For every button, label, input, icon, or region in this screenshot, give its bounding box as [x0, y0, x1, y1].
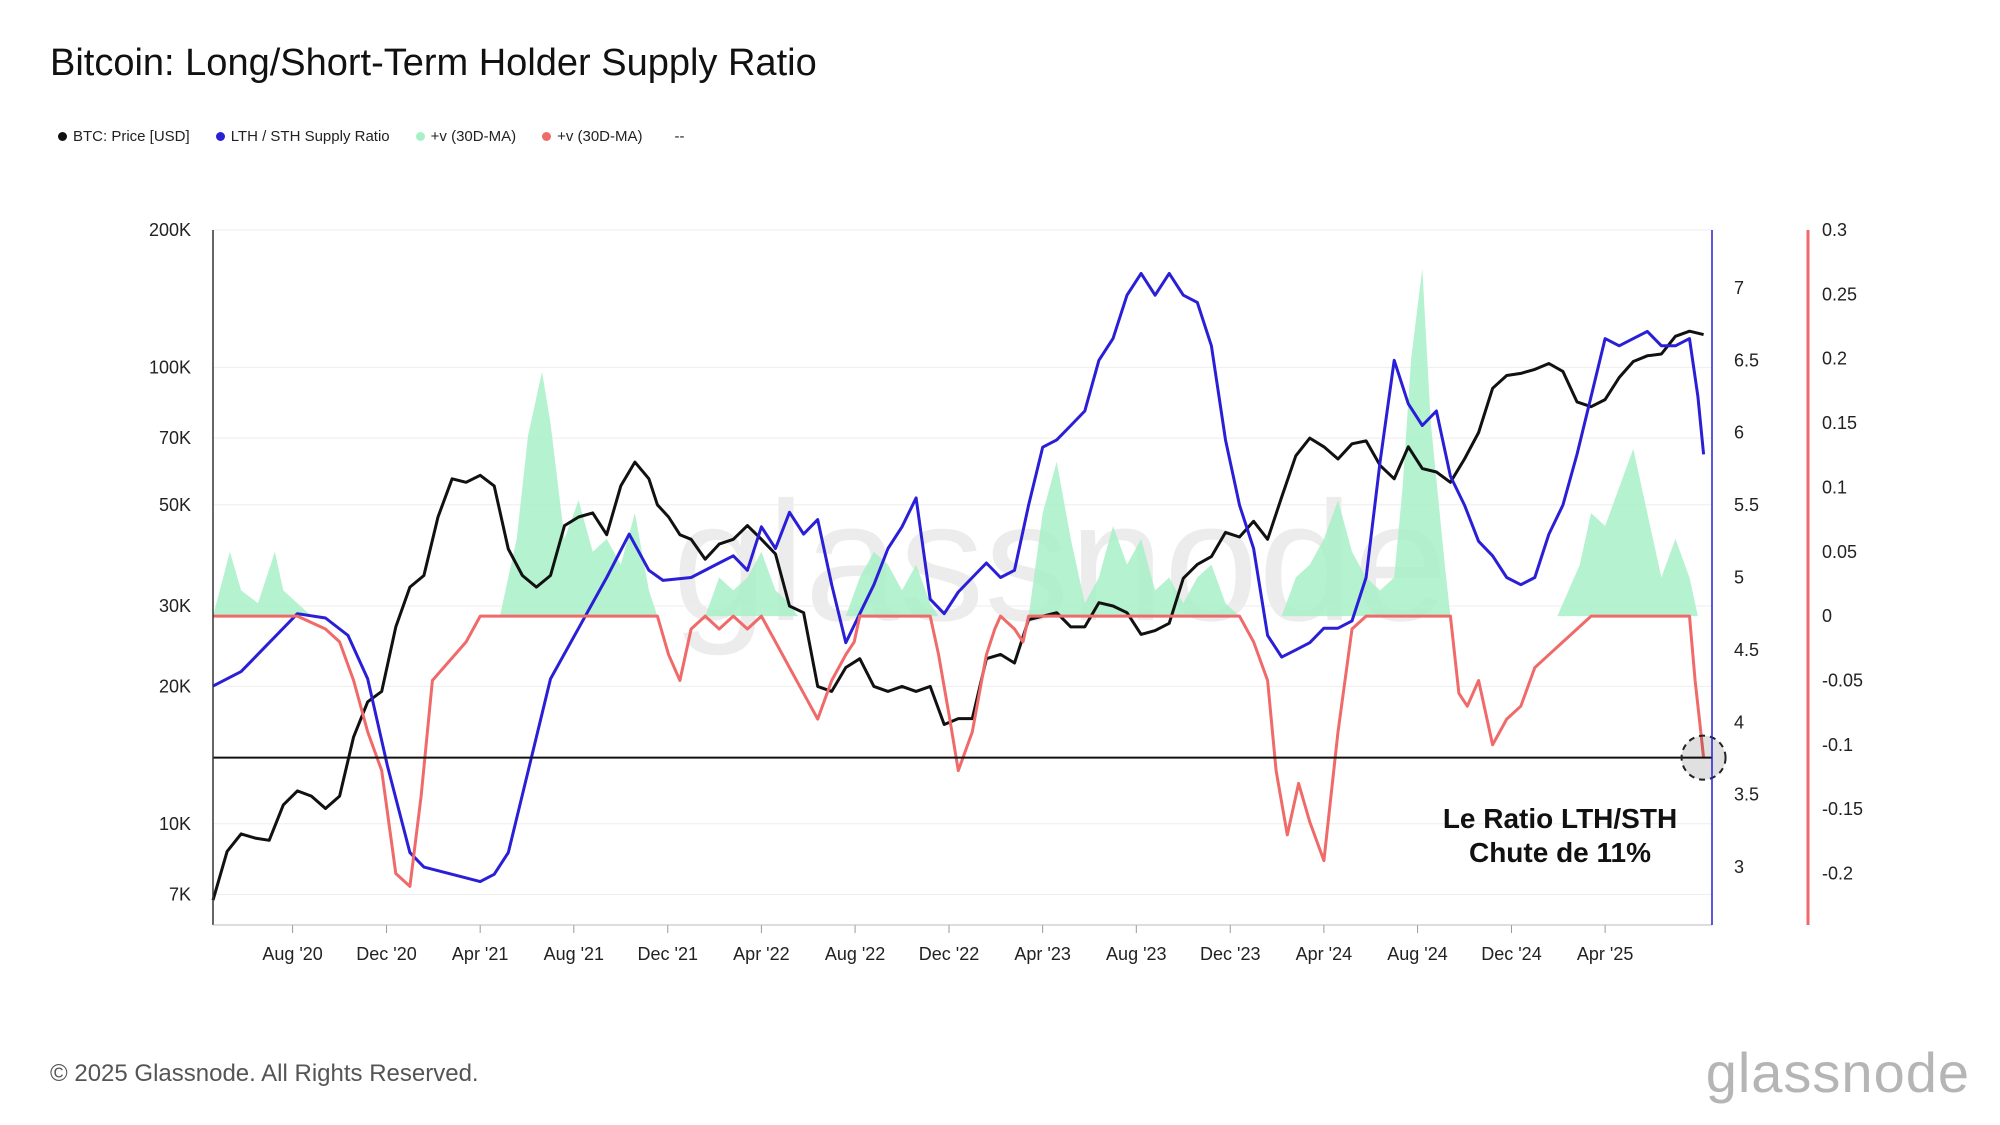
annotation-line-2: Chute de 11% — [1469, 837, 1651, 868]
y-right-tick--0.1: -0.1 — [1822, 735, 1853, 755]
y-right-tick-0.05: 0.05 — [1822, 542, 1857, 562]
legend-item-lth-sth-ratio[interactable]: LTH / STH Supply Ratio — [215, 128, 390, 145]
x-tick-label-13: Dec '24 — [1481, 944, 1541, 964]
copyright-footer: © 2025 Glassnode. All Rights Reserved. — [50, 1060, 479, 1087]
y-right-tick-0.15: 0.15 — [1822, 413, 1857, 433]
x-tick-label-12: Aug '24 — [1387, 944, 1448, 964]
legend-label-negative-ma: +v (30D-MA) — [557, 128, 643, 145]
x-tick-label-3: Aug '21 — [544, 944, 605, 964]
series-lth-sth-ratio-line — [212, 271, 1706, 884]
y-right-tick--0.15: -0.15 — [1822, 799, 1863, 819]
y-right-tick-0.2: 0.2 — [1822, 349, 1847, 369]
y-left-tick-30K: 30K — [159, 596, 191, 616]
legend-label-positive-ma: +v (30D-MA) — [430, 128, 517, 145]
annotation-layer: Le Ratio LTH/STH Chute de 11% — [1443, 803, 1677, 868]
y-mid-tick-6: 6 — [1734, 423, 1744, 443]
y-right-tick-0.25: 0.25 — [1822, 284, 1857, 304]
grid-layer — [213, 229, 1712, 895]
brand-logo: glassnode — [1705, 1041, 1970, 1104]
legend: BTC: Price [USD] LTH / STH Supply Ratio … — [58, 128, 685, 145]
y-left-tick-200K: 200K — [149, 220, 191, 240]
x-tick-label-7: Dec '22 — [919, 944, 979, 964]
x-tick-label-2: Apr '21 — [452, 944, 508, 964]
y-right-tick-0.3: 0.3 — [1822, 220, 1847, 240]
x-tick-label-4: Dec '21 — [638, 944, 698, 964]
legend-dot-positive-ma — [415, 132, 425, 141]
y-left-tick-50K: 50K — [159, 495, 191, 515]
x-tick-label-6: Aug '22 — [825, 944, 886, 964]
series-positive-ma-area — [213, 268, 1698, 617]
y-mid-tick-7: 7 — [1734, 278, 1744, 298]
legend-item-btc-price[interactable]: BTC: Price [USD] — [58, 128, 190, 145]
y-right-tick-0: 0 — [1822, 606, 1832, 626]
y-left-tick-10K: 10K — [159, 814, 191, 834]
y-left-tick-20K: 20K — [159, 676, 191, 696]
y-mid-tick-3: 3 — [1734, 857, 1744, 877]
area-layer — [213, 268, 1698, 617]
annotation-line-1: Le Ratio LTH/STH — [1443, 803, 1677, 834]
y-right-tick--0.2: -0.2 — [1822, 864, 1853, 884]
x-tick-label-5: Apr '22 — [733, 944, 789, 964]
y-mid-tick-4.5: 4.5 — [1734, 640, 1759, 660]
highlight-circle — [1680, 734, 1727, 781]
y-right-tick-0.1: 0.1 — [1822, 477, 1847, 497]
chart-title: Bitcoin: Long/Short-Term Holder Supply R… — [50, 42, 817, 84]
legend-dot-lth-sth-ratio — [215, 132, 225, 141]
y-mid-tick-4: 4 — [1734, 712, 1744, 732]
legend-dot-btc-price — [58, 132, 67, 141]
y-mid-tick-5.5: 5.5 — [1734, 495, 1759, 515]
y-right-tick--0.05: -0.05 — [1822, 670, 1863, 690]
y-left-tick-7K: 7K — [169, 884, 191, 904]
line-layer — [211, 271, 1727, 901]
y-mid-tick-6.5: 6.5 — [1734, 350, 1759, 370]
legend-item-negative-ma[interactable]: +v (30D-MA) — [542, 128, 643, 145]
y-left-tick-100K: 100K — [149, 357, 191, 377]
x-tick-label-8: Apr '23 — [1014, 944, 1070, 964]
y-mid-tick-5: 5 — [1734, 568, 1744, 588]
legend-label-lth-sth-ratio: LTH / STH Supply Ratio — [230, 128, 390, 145]
y-mid-tick-3.5: 3.5 — [1734, 785, 1759, 805]
legend-dot-negative-ma — [542, 132, 552, 141]
x-tick-label-1: Dec '20 — [356, 944, 416, 964]
y-left-tick-70K: 70K — [159, 428, 191, 448]
series-negative-ma-line — [213, 614, 1706, 888]
legend-item-positive-ma[interactable]: +v (30D-MA) — [415, 128, 517, 145]
x-tick-label-14: Apr '25 — [1577, 944, 1633, 964]
x-tick-label-11: Apr '24 — [1296, 944, 1352, 964]
legend-extra: -- — [674, 128, 685, 145]
x-tick-label-9: Aug '23 — [1106, 944, 1167, 964]
x-tick-label-10: Dec '23 — [1200, 944, 1260, 964]
x-tick-label-0: Aug '20 — [262, 944, 323, 964]
axis-layer: 7K 10K 20K 30K 50K 70K 100K 200K Aug '20 Dec '20 A… — [149, 220, 1863, 964]
legend-label-btc-price: BTC: Price [USD] — [73, 128, 190, 145]
